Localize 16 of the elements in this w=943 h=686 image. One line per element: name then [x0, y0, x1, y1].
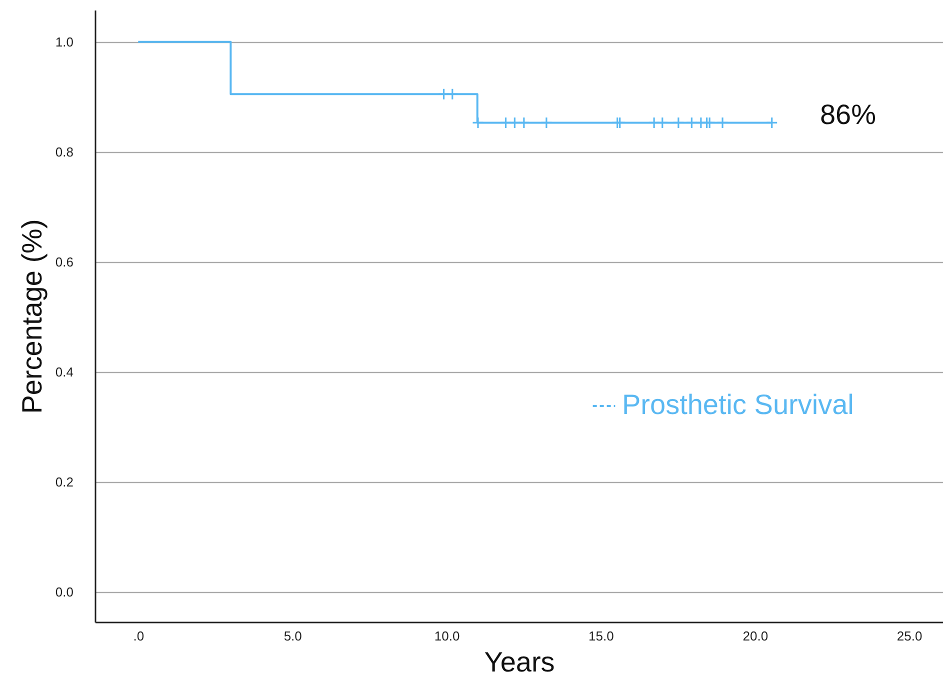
annotation: 86%: [820, 99, 876, 130]
x-tick-label: 15.0: [588, 628, 614, 644]
y-tick-label: 0.4: [55, 364, 74, 380]
x-tick-label: 25.0: [896, 628, 922, 644]
legend-label: Prosthetic Survival: [622, 389, 854, 420]
y-tick-label: 0.8: [55, 144, 74, 160]
x-axis-title: Years: [484, 646, 555, 678]
y-tick-label: 0.6: [55, 254, 74, 270]
x-tick-label: .0: [133, 628, 144, 644]
x-tick-label: 5.0: [284, 628, 302, 644]
x-tick-label: 10.0: [434, 628, 460, 644]
x-tick-label: 20.0: [742, 628, 768, 644]
y-axis-title: Percentage (%): [16, 219, 48, 414]
y-tick-label: 0.2: [55, 474, 74, 490]
y-tick-label: 1.0: [55, 34, 74, 50]
y-tick-label: 0.0: [55, 584, 74, 600]
